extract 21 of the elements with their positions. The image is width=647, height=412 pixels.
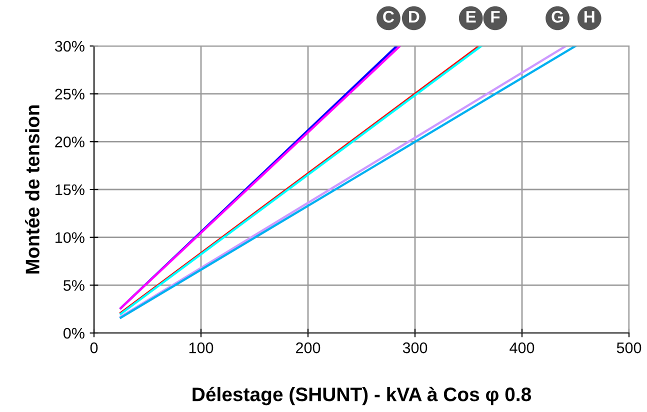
x-axis-title: Délestage (SHUNT) - kVA à Cos φ 0.8 (192, 386, 532, 406)
annotation: D (409, 11, 420, 23)
y-tick-label: 5% (64, 280, 84, 291)
x-tick-label: 400 (510, 342, 534, 354)
y-tick-label: 30% (54, 40, 84, 52)
y-tick-label: 15% (56, 184, 84, 196)
annotation: H (584, 11, 594, 23)
x-tick-label: 0 (90, 342, 98, 354)
x-tick-label: 300 (402, 342, 428, 354)
y-tick-label: 25% (55, 88, 84, 100)
annotation: E (466, 11, 476, 23)
x-tick-label: 500 (616, 342, 642, 354)
x-tick-label: 100 (189, 342, 214, 354)
annotation: F (491, 11, 500, 23)
x-tick-label: 200 (296, 342, 320, 354)
annotation: C (383, 10, 394, 23)
y-tick-label: 0% (63, 328, 84, 339)
y-tick-label: 20% (55, 136, 84, 148)
annotation: G (552, 10, 563, 23)
y-axis-title: Montée de tension (24, 105, 40, 274)
y-tick-label: 10% (56, 232, 84, 244)
